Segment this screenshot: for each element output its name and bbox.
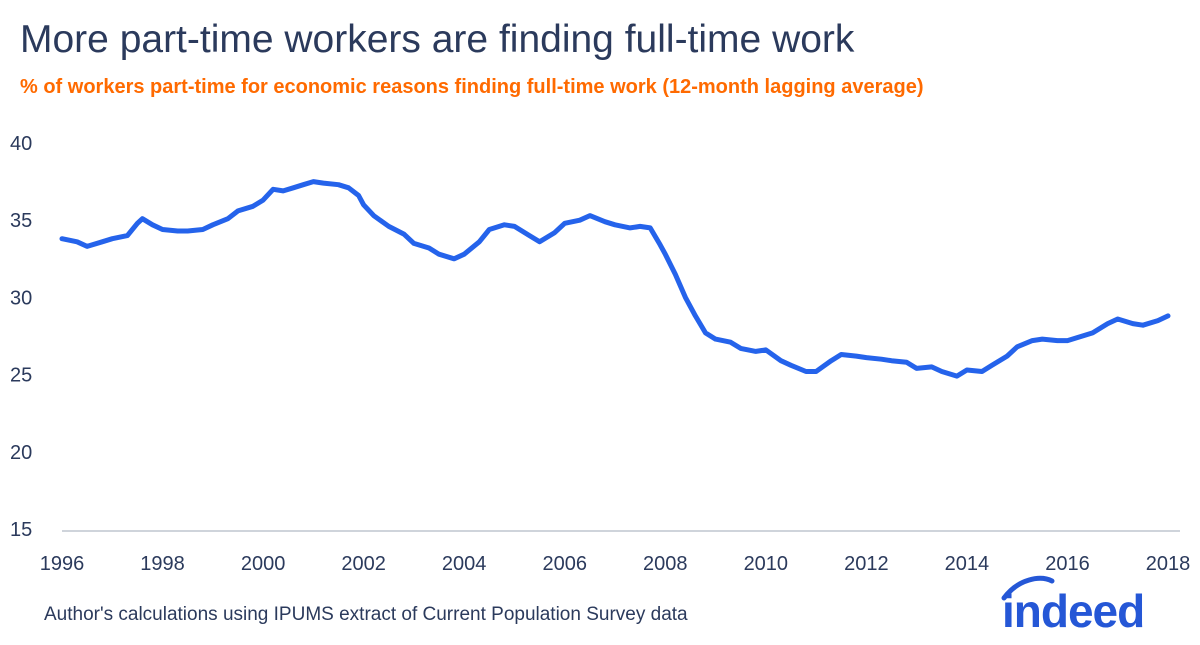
chart-title: More part-time workers are finding full-… bbox=[20, 18, 855, 61]
y-tick-label: 30 bbox=[10, 287, 32, 309]
x-tick-label: 2000 bbox=[241, 553, 286, 575]
y-tick-label: 40 bbox=[10, 133, 32, 155]
series-line bbox=[59, 179, 1171, 379]
y-axis-ticks: 15 20 25 30 35 40 bbox=[10, 133, 32, 541]
x-tick-label: 1996 bbox=[40, 553, 85, 575]
indeed-logo: indeed bbox=[1001, 575, 1145, 635]
source-note: Author's calculations using IPUMS extrac… bbox=[44, 604, 688, 625]
y-tick-label: 35 bbox=[10, 210, 32, 232]
x-tick-label: 2018 bbox=[1146, 553, 1191, 575]
x-tick-label: 2002 bbox=[341, 553, 386, 575]
x-tick-label: 1998 bbox=[140, 553, 185, 575]
y-tick-label: 15 bbox=[10, 519, 32, 541]
chart-subtitle: % of workers part-time for economic reas… bbox=[20, 76, 924, 98]
x-tick-label: 2016 bbox=[1045, 553, 1090, 575]
x-axis-ticks: 1996 1998 2000 2002 2004 2006 2008 2010 2012 2014… bbox=[40, 553, 1191, 575]
x-tick-label: 2006 bbox=[542, 553, 587, 575]
x-tick-label: 2008 bbox=[643, 553, 688, 575]
logo-wordmark: indeed bbox=[1002, 585, 1144, 635]
x-tick-label: 2010 bbox=[744, 553, 789, 575]
x-tick-label: 2012 bbox=[844, 553, 889, 575]
y-tick-label: 20 bbox=[10, 442, 32, 464]
x-tick-label: 2004 bbox=[442, 553, 487, 575]
y-tick-label: 25 bbox=[10, 365, 32, 387]
x-tick-label: 2014 bbox=[945, 553, 990, 575]
logo-arc-icon bbox=[1001, 575, 1055, 601]
